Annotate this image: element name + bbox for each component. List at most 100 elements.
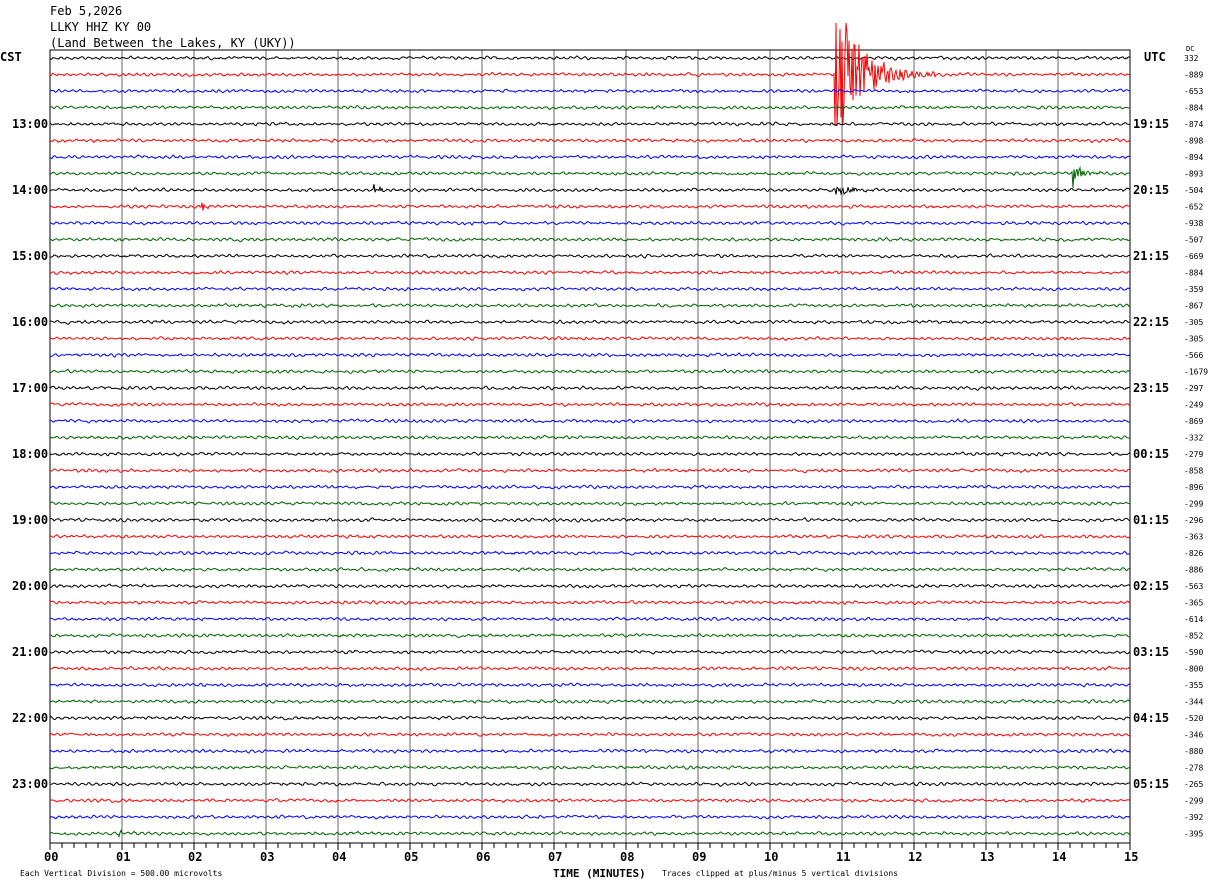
trace-row-15 (49, 303, 1131, 308)
dc-offset: -652 (1184, 203, 1203, 212)
dc-offset: -392 (1184, 813, 1203, 822)
x-tick-label: 14 (1052, 850, 1066, 864)
trace-row-10 (49, 220, 1130, 226)
trace-row-12 (49, 253, 1131, 259)
right-hour-label: 02:15 (1133, 579, 1169, 593)
location-label: (Land Between the Lakes, KY (UKY)) (50, 36, 296, 50)
dc-offset: -852 (1184, 632, 1203, 641)
x-tick-label: 03 (260, 850, 274, 864)
dc-offset: -265 (1184, 780, 1203, 789)
dc-offset: -614 (1184, 615, 1203, 624)
dc-offset: -886 (1184, 566, 1203, 575)
trace-row-32 (49, 583, 1131, 589)
dc-offset: -563 (1184, 582, 1203, 591)
dc-offset: -800 (1184, 665, 1203, 674)
dc-offset: -520 (1184, 714, 1203, 723)
trace-row-6 (49, 154, 1131, 160)
trace-row-31 (49, 566, 1131, 573)
left-hour-label: 15:00 (12, 249, 48, 263)
trace-row-30 (49, 550, 1131, 556)
dc-offset: -894 (1184, 153, 1203, 162)
dc-offset: -363 (1184, 533, 1203, 542)
x-tick-label: 11 (836, 850, 850, 864)
right-hour-label: 20:15 (1133, 183, 1169, 197)
dc-offset: -355 (1184, 681, 1203, 690)
trace-row-4 (49, 121, 1131, 127)
dc-offset: -395 (1184, 830, 1203, 839)
dc-offset: -305 (1184, 335, 1203, 344)
x-tick-label: 07 (548, 850, 562, 864)
x-tick-label: 04 (332, 850, 346, 864)
trace-row-40 (49, 715, 1131, 721)
dc-offset: -896 (1184, 483, 1203, 492)
left-hour-label: 13:00 (12, 117, 48, 131)
dc-offset: -893 (1184, 170, 1203, 179)
left-hour-label: 17:00 (12, 381, 48, 395)
trace-row-11 (49, 236, 1131, 243)
dc-offset: -249 (1184, 401, 1203, 410)
right-hour-label: 03:15 (1133, 645, 1169, 659)
trace-row-45 (49, 798, 1131, 804)
trace-row-43 (49, 764, 1131, 770)
dc-offset: -299 (1184, 500, 1203, 509)
dc-label: DC (1186, 45, 1194, 53)
left-hour-label: 16:00 (12, 315, 48, 329)
x-tick-label: 09 (692, 850, 706, 864)
dc-offset: -332 (1184, 434, 1203, 443)
dc-offset: -867 (1184, 302, 1203, 311)
trace-row-26 (49, 484, 1131, 490)
dc-offset: -504 (1184, 186, 1203, 195)
trace-row-47 (49, 829, 1131, 838)
trace-row-39 (49, 698, 1131, 705)
dc-offset: -938 (1184, 219, 1203, 228)
x-tick-label: 12 (908, 850, 922, 864)
trace-row-3 (49, 105, 1131, 111)
right-hour-label: 00:15 (1133, 447, 1169, 461)
clip-note: Traces clipped at plus/minus 5 vertical … (662, 869, 898, 878)
dc-offset: -898 (1184, 137, 1203, 146)
trace-row-19 (49, 368, 1131, 374)
left-hour-label: 18:00 (12, 447, 48, 461)
x-tick-label: 05 (404, 850, 418, 864)
x-tick-label: 15 (1124, 850, 1138, 864)
x-tick-label: 13 (980, 850, 994, 864)
trace-row-27 (49, 500, 1131, 507)
dc-offset: -297 (1184, 384, 1203, 393)
trace-row-38 (49, 682, 1131, 688)
x-axis-label: TIME (MINUTES) (553, 867, 646, 880)
trace-row-1 (49, 22, 1131, 127)
trace-row-33 (49, 600, 1131, 606)
dc-offset: -278 (1184, 764, 1203, 773)
dc-offset: -869 (1184, 417, 1203, 426)
trace-row-18 (49, 352, 1131, 358)
dc-offset: -884 (1184, 269, 1203, 278)
dc-offset: -858 (1184, 467, 1203, 476)
trace-row-8 (49, 184, 1131, 196)
left-timezone-label: CST (0, 50, 22, 64)
station-label: LLKY HHZ KY 00 (50, 20, 152, 34)
x-tick-label: 06 (476, 850, 490, 864)
trace-row-2 (49, 88, 1131, 94)
left-hour-label: 21:00 (12, 645, 48, 659)
trace-row-7 (49, 165, 1131, 188)
x-tick-label: 02 (188, 850, 202, 864)
dc-offset: -826 (1184, 549, 1203, 558)
x-tick-label: 00 (44, 850, 58, 864)
dc-offset: -346 (1184, 731, 1203, 740)
trace-row-0 (49, 55, 1131, 61)
x-tick-label: 10 (764, 850, 778, 864)
date-label: Feb 5,2026 (50, 4, 123, 18)
dc-offset: -874 (1184, 120, 1203, 129)
right-hour-label: 01:15 (1133, 513, 1169, 527)
dc-offset: -884 (1184, 104, 1203, 113)
x-tick-label: 01 (116, 850, 130, 864)
trace-row-24 (49, 451, 1131, 457)
right-hour-label: 05:15 (1133, 777, 1169, 791)
left-hour-label: 23:00 (12, 777, 48, 791)
trace-row-41 (49, 731, 1131, 737)
trace-row-42 (49, 748, 1131, 754)
dc-offset: -359 (1184, 285, 1203, 294)
trace-row-46 (49, 814, 1131, 820)
